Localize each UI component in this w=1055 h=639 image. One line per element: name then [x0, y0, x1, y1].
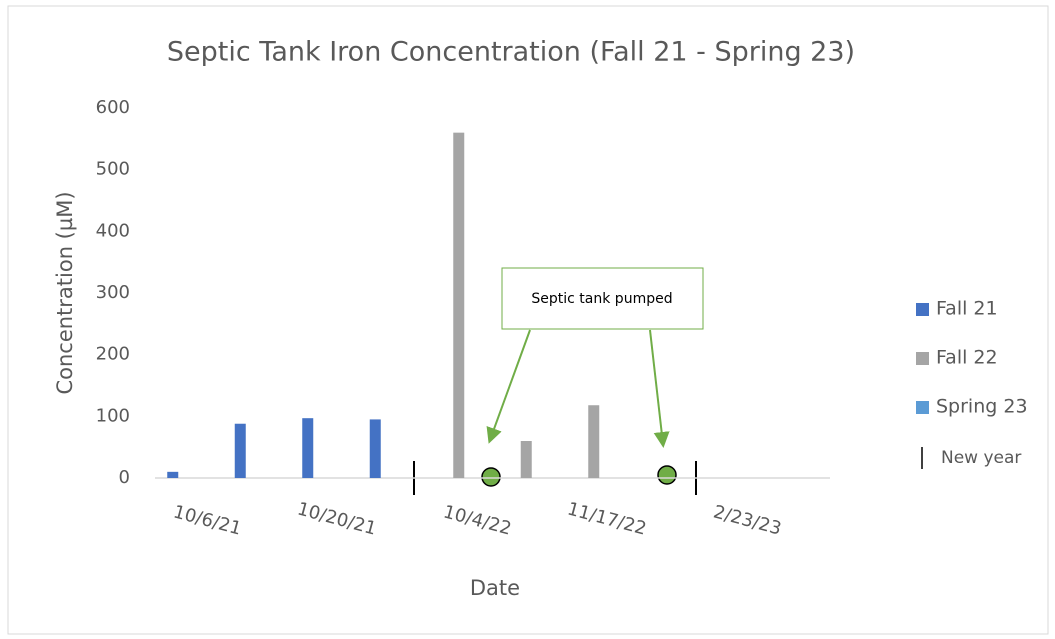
bar — [588, 405, 600, 478]
x-axis-label: Date — [470, 576, 520, 600]
annotation-box — [501, 267, 704, 330]
legend-swatch — [916, 352, 929, 365]
legend-label: New year — [941, 448, 1021, 468]
y-tick-label: 300 — [96, 282, 130, 303]
legend-label: Fall 22 — [936, 347, 998, 369]
pump-marker — [657, 465, 677, 485]
y-tick-label: 200 — [96, 344, 130, 365]
y-tick-label: 500 — [96, 159, 130, 180]
chart-title: Septic Tank Iron Concentration (Fall 21 … — [167, 37, 855, 68]
y-tick-label: 0 — [119, 467, 130, 488]
bar — [167, 471, 179, 478]
annotation-text: Septic tank pumped — [531, 291, 672, 307]
annotation-arrow — [486, 329, 531, 444]
y-axis-label: Concentration (µM) — [53, 191, 77, 394]
bar — [453, 132, 465, 478]
y-tick-label: 400 — [96, 220, 130, 241]
legend-label: Fall 21 — [936, 298, 998, 320]
bar — [369, 419, 381, 478]
bar — [234, 423, 246, 478]
y-tick-label: 600 — [96, 97, 130, 118]
y-tick-label: 100 — [96, 405, 130, 426]
bar — [302, 418, 314, 478]
annotation-arrow — [649, 329, 670, 448]
legend-swatch — [916, 401, 929, 414]
legend-label: Spring 23 — [936, 396, 1028, 418]
bar — [520, 441, 532, 478]
legend-swatch — [916, 303, 929, 316]
pump-marker — [481, 467, 501, 487]
